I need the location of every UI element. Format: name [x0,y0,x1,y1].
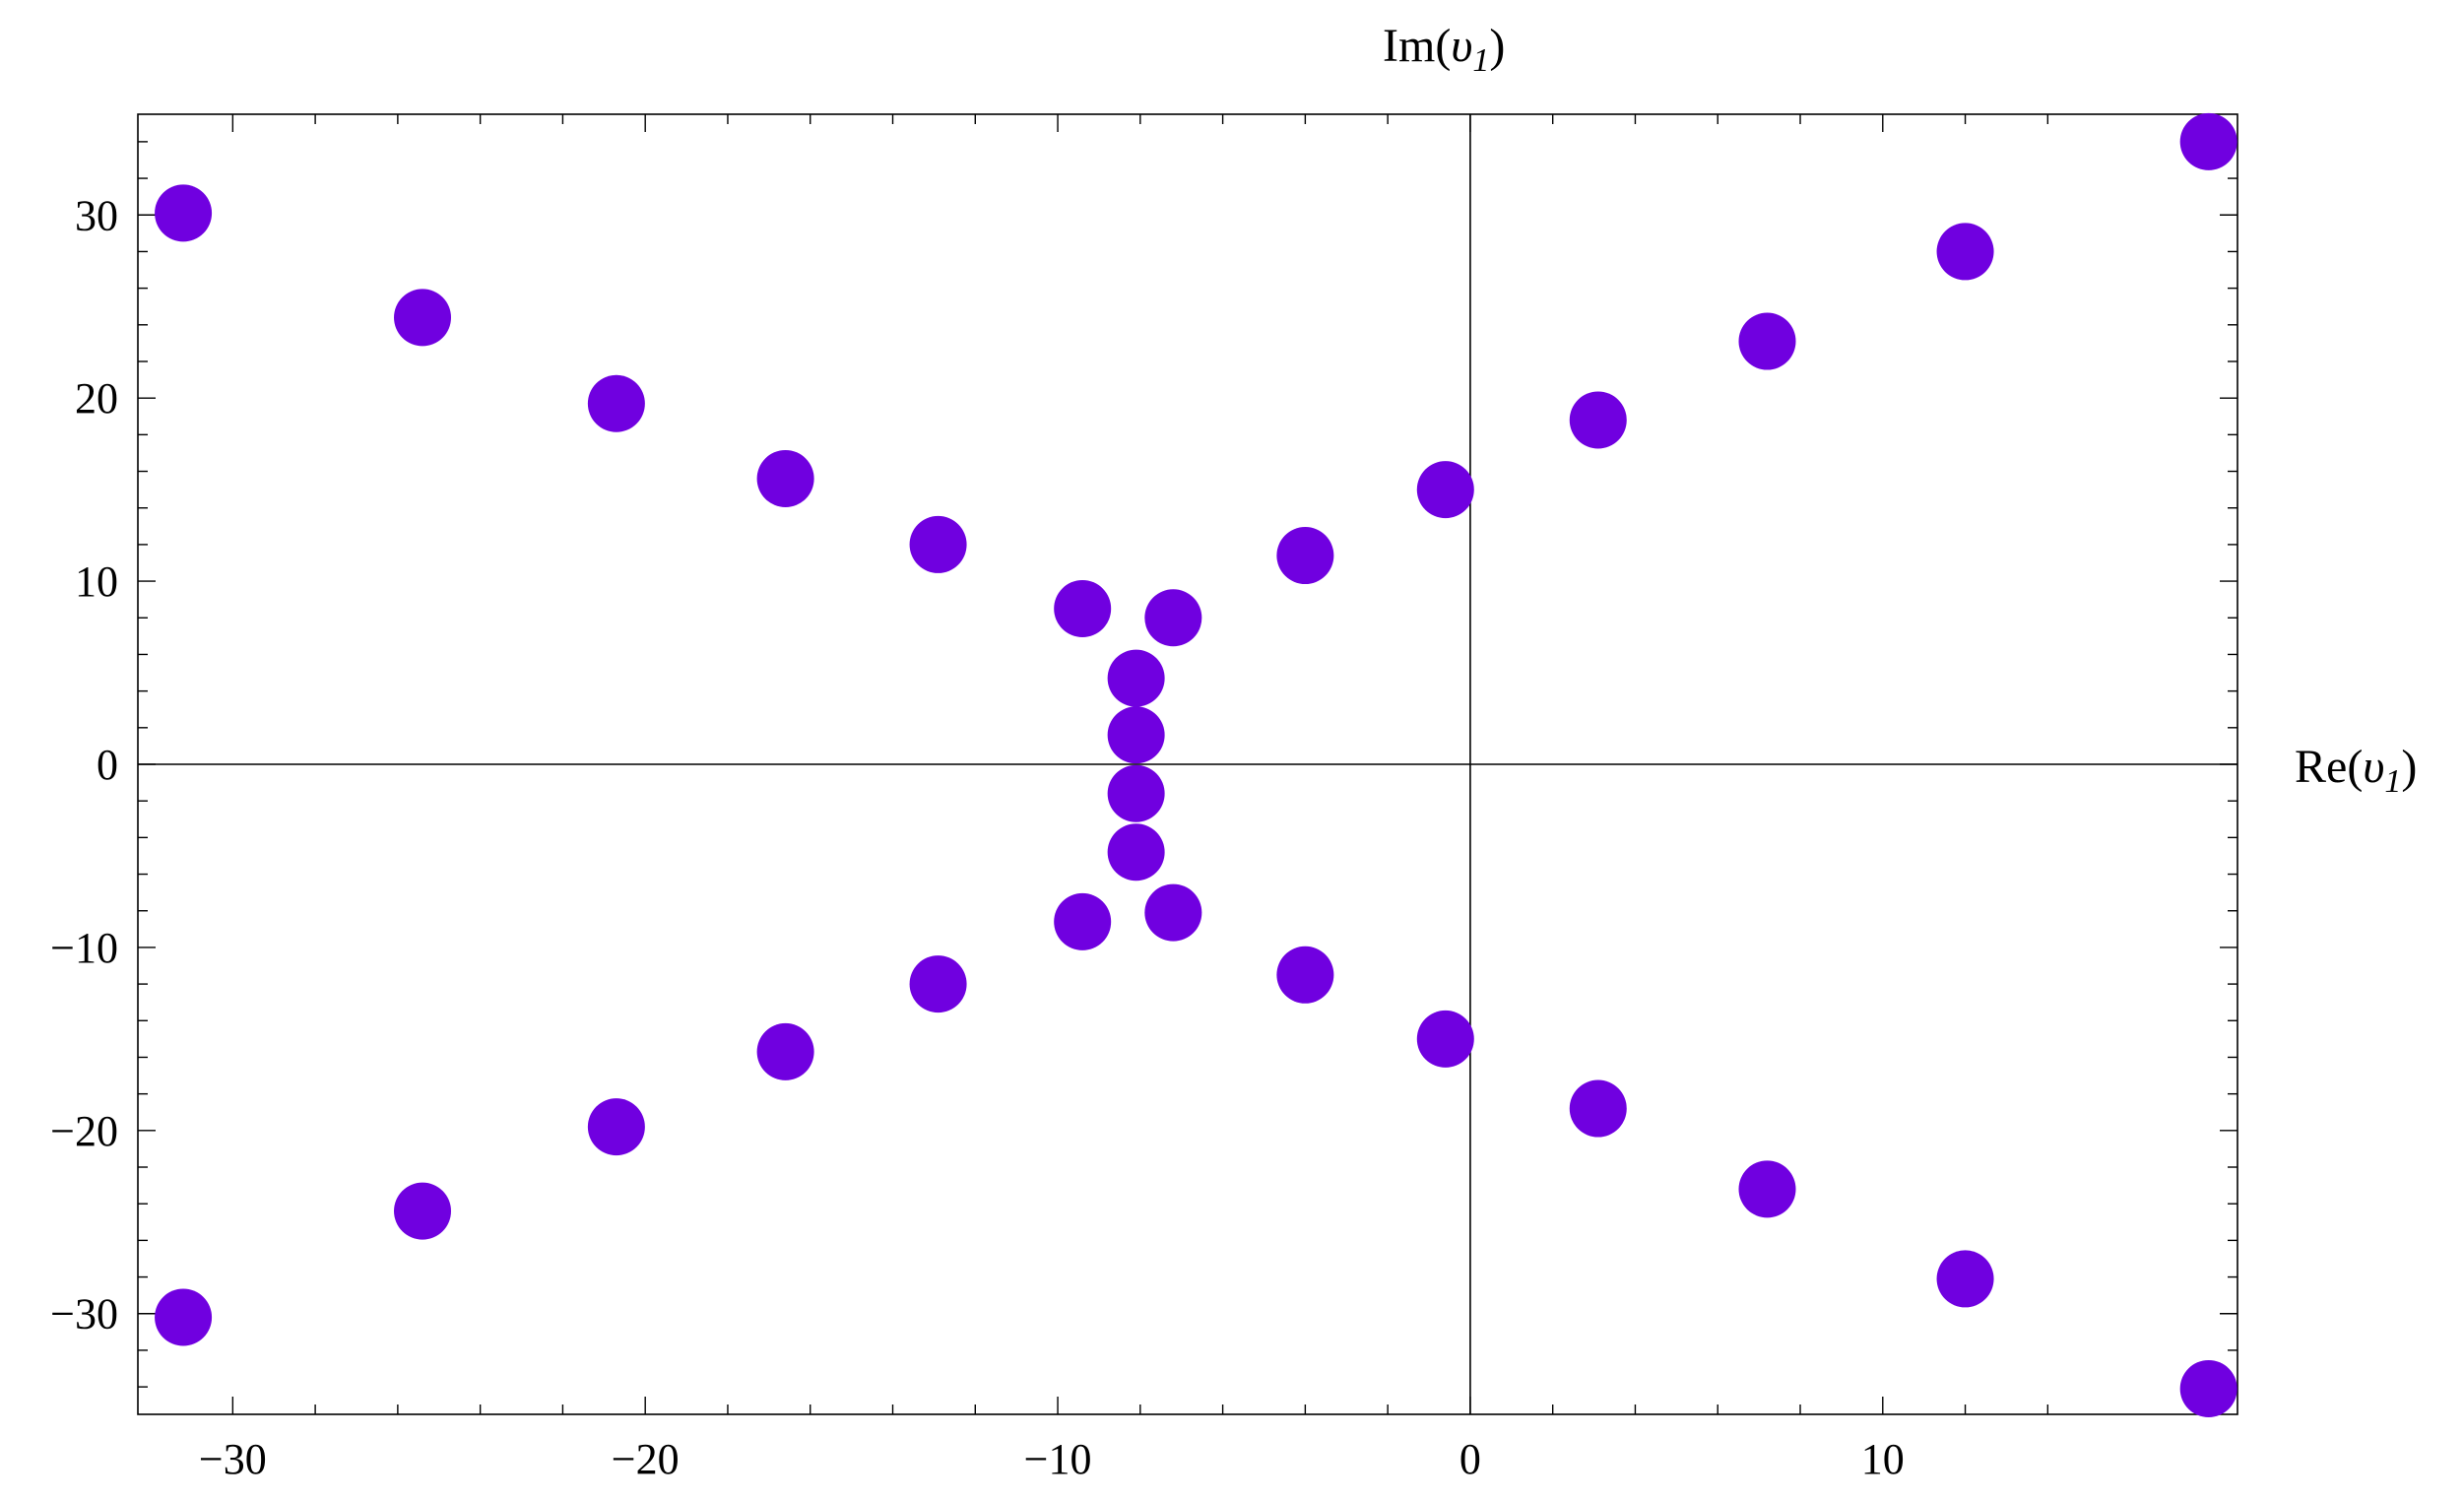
data-point [394,289,452,347]
y-tick-label: 0 [97,741,118,789]
y-tick-label: −20 [50,1107,118,1155]
data-point [1144,589,1202,647]
y-tick-label: 10 [75,557,118,606]
data-point [587,1098,645,1156]
y-tick-label: 30 [75,191,118,239]
data-point [587,374,645,432]
data-point [909,515,967,573]
data-point [1107,649,1165,707]
data-point [1107,823,1165,882]
y-axis-label: Im(υ1) [1383,20,1505,79]
data-point [1054,892,1112,950]
x-tick-label: −10 [1024,1435,1092,1483]
data-point [1416,461,1474,519]
data-point [1416,1010,1474,1068]
y-tick-label: −10 [50,924,118,972]
y-tick-label: −30 [50,1290,118,1339]
data-point [155,184,213,242]
data-point [756,449,814,507]
x-axis-label: Re(υ1) [2295,741,2417,800]
data-point [155,1288,213,1346]
x-tick-label: −20 [612,1435,680,1483]
data-point [1054,579,1112,637]
x-tick-label: 0 [1459,1435,1481,1483]
data-point [1738,1160,1796,1218]
x-tick-label: −30 [199,1435,267,1483]
data-point [756,1022,814,1080]
data-point [2179,112,2237,170]
data-point [1107,706,1165,764]
data-point [1276,946,1334,1004]
data-point [1144,883,1202,942]
data-point [1738,312,1796,370]
data-point [1276,527,1334,585]
data-point [394,1182,452,1240]
y-tick-label: 20 [75,374,118,423]
data-point [1569,1079,1627,1138]
x-tick-label: 10 [1861,1435,1905,1483]
data-point [1936,1250,1994,1308]
data-point [1107,764,1165,822]
data-point [1936,223,1994,281]
data-point [1569,391,1627,449]
data-point [909,955,967,1013]
data-point [2179,1359,2237,1417]
